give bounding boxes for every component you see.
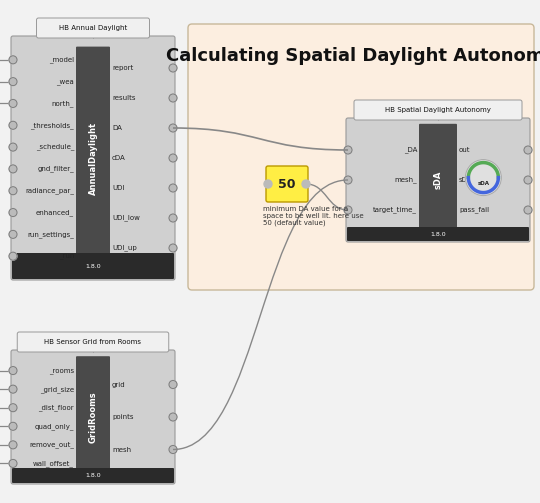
FancyBboxPatch shape	[11, 350, 175, 484]
Text: _model: _model	[49, 56, 74, 63]
Text: enhanced_: enhanced_	[36, 209, 74, 216]
Text: out: out	[459, 147, 470, 153]
FancyBboxPatch shape	[12, 468, 174, 483]
Text: target_time_: target_time_	[373, 207, 417, 213]
FancyBboxPatch shape	[188, 24, 534, 290]
Text: grid: grid	[112, 381, 126, 387]
Text: north_: north_	[52, 100, 74, 107]
Text: _run: _run	[59, 253, 74, 259]
Circle shape	[9, 459, 17, 467]
Text: 1.8.0: 1.8.0	[85, 264, 101, 269]
Text: HB Spatial Daylight Autonomy: HB Spatial Daylight Autonomy	[385, 107, 491, 113]
Circle shape	[9, 143, 17, 151]
Text: AnnualDaylight: AnnualDaylight	[89, 121, 98, 195]
Text: points: points	[112, 414, 133, 420]
Circle shape	[169, 94, 177, 102]
Text: _grid_size: _grid_size	[40, 386, 74, 392]
FancyBboxPatch shape	[419, 124, 457, 231]
Circle shape	[9, 252, 17, 260]
Text: _dist_floor: _dist_floor	[38, 404, 74, 411]
Circle shape	[264, 180, 272, 188]
Text: sDA: sDA	[477, 181, 489, 186]
Text: UDI_up: UDI_up	[112, 244, 137, 252]
Circle shape	[524, 146, 532, 154]
Text: cDA: cDA	[112, 155, 126, 161]
Circle shape	[169, 154, 177, 162]
Circle shape	[9, 209, 17, 217]
Circle shape	[524, 176, 532, 184]
Text: radiance_par_: radiance_par_	[25, 187, 74, 194]
Circle shape	[9, 187, 17, 195]
Text: report: report	[112, 65, 133, 71]
FancyBboxPatch shape	[17, 332, 168, 352]
Text: DA: DA	[112, 125, 122, 131]
Text: _rooms: _rooms	[49, 368, 74, 374]
Circle shape	[344, 206, 352, 214]
FancyBboxPatch shape	[347, 227, 529, 241]
Circle shape	[9, 165, 17, 173]
FancyBboxPatch shape	[12, 253, 174, 279]
Circle shape	[9, 230, 17, 238]
Circle shape	[169, 214, 177, 222]
Text: _schedule_: _schedule_	[36, 144, 74, 150]
Circle shape	[524, 206, 532, 214]
Circle shape	[344, 176, 352, 184]
FancyBboxPatch shape	[266, 166, 308, 202]
FancyBboxPatch shape	[11, 36, 175, 280]
Circle shape	[9, 121, 17, 129]
Text: GridRooms: GridRooms	[89, 391, 98, 443]
Circle shape	[169, 244, 177, 252]
Text: remove_out_: remove_out_	[29, 442, 74, 448]
Text: 1.8.0: 1.8.0	[85, 473, 101, 478]
Circle shape	[302, 180, 310, 188]
Circle shape	[169, 413, 177, 421]
Text: minimum DA value for a
space to be well lit. here use
50 (default value): minimum DA value for a space to be well …	[263, 206, 363, 226]
FancyBboxPatch shape	[76, 356, 110, 473]
Circle shape	[169, 124, 177, 132]
Circle shape	[9, 385, 17, 393]
Text: run_settings_: run_settings_	[27, 231, 74, 238]
Text: 50: 50	[278, 178, 296, 191]
Text: HB Sensor Grid from Rooms: HB Sensor Grid from Rooms	[44, 339, 141, 345]
Text: mesh_: mesh_	[394, 177, 417, 184]
Text: 1.8.0: 1.8.0	[430, 231, 446, 236]
Text: pass_fail: pass_fail	[459, 207, 489, 213]
Text: UDI_low: UDI_low	[112, 215, 140, 221]
Text: sDA: sDA	[434, 171, 442, 189]
FancyBboxPatch shape	[76, 47, 110, 260]
Text: UDI: UDI	[112, 185, 124, 191]
Text: mesh: mesh	[112, 447, 131, 453]
Circle shape	[169, 380, 177, 388]
Circle shape	[9, 423, 17, 430]
Text: Calculating Spatial Daylight Autonomy: Calculating Spatial Daylight Autonomy	[166, 47, 540, 65]
Circle shape	[9, 77, 17, 86]
Circle shape	[169, 64, 177, 72]
FancyBboxPatch shape	[354, 100, 522, 120]
Text: gnd_filter_: gnd_filter_	[37, 165, 74, 173]
Circle shape	[9, 441, 17, 449]
Circle shape	[9, 404, 17, 412]
Text: _DA: _DA	[403, 147, 417, 153]
FancyBboxPatch shape	[346, 118, 530, 242]
Text: sDA: sDA	[459, 177, 472, 183]
Text: HB Annual Daylight: HB Annual Daylight	[59, 25, 127, 31]
Circle shape	[465, 159, 501, 196]
Circle shape	[344, 146, 352, 154]
Circle shape	[9, 367, 17, 375]
Text: _thresholds_: _thresholds_	[30, 122, 74, 129]
Text: quad_only_: quad_only_	[35, 423, 74, 430]
FancyBboxPatch shape	[37, 18, 150, 38]
Circle shape	[9, 100, 17, 108]
Text: wall_offset_: wall_offset_	[33, 460, 74, 467]
Circle shape	[9, 56, 17, 64]
Text: _wea: _wea	[56, 78, 74, 85]
Circle shape	[169, 446, 177, 454]
Circle shape	[169, 184, 177, 192]
Text: results: results	[112, 95, 136, 101]
